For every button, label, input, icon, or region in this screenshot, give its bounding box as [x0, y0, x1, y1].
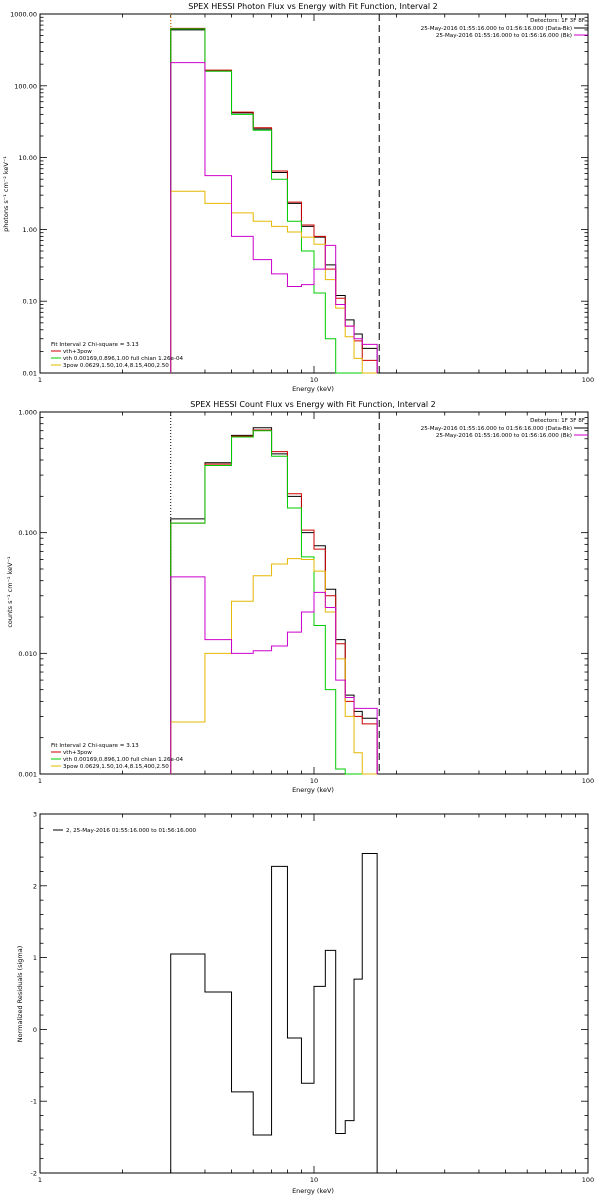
residuals-xlabel: Energy (keV) [292, 1187, 334, 1195]
count-flux-legend-bk: 25-May-2016 01:55:16.000 to 01:56:16.000… [436, 433, 572, 439]
photon-flux-series-0 [170, 29, 378, 373]
photon-flux-xlabel: Energy (keV) [292, 385, 334, 393]
photon-flux-legend-3pow: 3pow 0.0629,1.50,10.4,8.15,400,2.50 [63, 363, 169, 369]
count-flux-x-tick-label: 1 [38, 777, 42, 785]
photon-flux-y-tick-label: 1000.00 [10, 11, 37, 19]
count-flux-detectors: Detectors: 1F 3F 8F [530, 418, 585, 424]
residuals-y-tick-label: 2 [33, 882, 37, 890]
count-flux-y-tick-label: 0.010 [18, 650, 37, 658]
photon-flux-series-3 [170, 190, 378, 374]
residuals-y-tick-label: -1 [31, 1098, 37, 1106]
count-flux-series-2 [170, 430, 378, 775]
residuals-panel: 1 10 100 -2 -1 0 1 2 3 Energy (keV) Normalized R… [16, 811, 594, 1196]
count-flux-x-tick-label: 10 [310, 777, 318, 785]
residuals-y-tick-label: -2 [31, 1170, 37, 1178]
residuals-series-0 [170, 852, 378, 1173]
photon-flux-fit-info: Fit Interval 2 Chi-square = 3.13 [51, 342, 139, 348]
photon-flux-y-tick-label: 0.01 [23, 370, 37, 378]
residuals-plot: 1 10 100 -2 -1 0 1 2 3 [31, 811, 595, 1185]
residuals-x-tick-label: 100 [582, 1176, 594, 1184]
count-flux-y-tick-label: 0.001 [18, 771, 37, 779]
photon-flux-y-tick-label: 0.10 [23, 298, 37, 306]
count-flux-y-tick-label: 1.000 [18, 409, 37, 417]
count-flux-x-ticks: 1 10 100 [38, 412, 594, 785]
count-flux-fit-info: Fit Interval 2 Chi-square = 3.13 [51, 743, 139, 749]
photon-flux-x-ticks: 1 10 100 [38, 14, 594, 384]
photon-flux-legend-vth3pow: vth+3pow [63, 349, 92, 355]
count-flux-series-4 [170, 576, 378, 774]
photon-flux-ylabel: photons s⁻¹ cm⁻² keV⁻¹ [2, 156, 10, 232]
residuals-y-tick-label: 0 [33, 1026, 37, 1034]
count-flux-legend-3pow: 3pow 0.0629,1.50,10.4,8.15,400,2.50 [63, 764, 169, 770]
photon-flux-series-4 [170, 62, 378, 373]
count-flux-legend-vth3pow: vth+3pow [63, 750, 92, 756]
residuals-y-ticks: -2 -1 0 1 2 3 [31, 811, 588, 1178]
count-flux-x-tick-label: 100 [582, 777, 594, 785]
photon-flux-legend-data-bk: 25-May-2016 01:55:16.000 to 01:56:16.000… [421, 26, 572, 32]
residuals-y-tick-label: 3 [33, 811, 37, 819]
photon-flux-legend-vth: vth 0.00169,0.896,1.00 full chian 1.26e-… [63, 356, 184, 362]
count-flux-series-3 [170, 558, 378, 775]
photon-flux-x-tick-label: 1 [38, 376, 42, 384]
photon-flux-legend-bk: 25-May-2016 01:55:16.000 to 01:56:16.000… [436, 33, 572, 39]
photon-flux-panel: SPEX HESSI Photon Flux vs Energy with Fi… [2, 2, 594, 393]
count-flux-y-tick-label: 0.100 [18, 529, 37, 537]
count-flux-legend-data-bk: 25-May-2016 01:55:16.000 to 01:56:16.000… [421, 426, 572, 432]
photon-flux-title: SPEX HESSI Photon Flux vs Energy with Fi… [188, 2, 438, 11]
residuals-x-tick-label: 10 [310, 1176, 318, 1184]
count-flux-panel: SPEX HESSI Count Flux vs Energy with Fit… [6, 400, 594, 794]
count-flux-plot: 1 10 100 0.001 0.010 0.100 1.000 [18, 409, 594, 786]
photon-flux-series-1 [170, 27, 378, 373]
residuals-x-ticks: 1 10 100 [38, 814, 594, 1184]
count-flux-xlabel: Energy (keV) [292, 786, 334, 794]
photon-flux-plot: 1 10 100 0.01 0.10 1.00 10.00 100.00 1000.00 [10, 11, 594, 385]
photon-flux-y-tick-label: 10.00 [18, 154, 37, 162]
count-flux-ylabel: counts s⁻¹ cm⁻² keV⁻¹ [6, 556, 14, 628]
photon-flux-x-tick-label: 100 [582, 376, 594, 384]
residuals-ylabel: Normalized Residuals (sigma) [16, 946, 24, 1043]
count-flux-y-ticks: 0.001 0.010 0.100 1.000 [18, 409, 588, 779]
residuals-x-tick-label: 1 [38, 1176, 42, 1184]
photon-flux-y-tick-label: 100.00 [14, 82, 37, 90]
count-flux-title: SPEX HESSI Count Flux vs Energy with Fit… [190, 400, 435, 409]
photon-flux-frame [39, 13, 589, 374]
photon-flux-series-2 [170, 28, 378, 374]
residuals-legend: 2, 25-May-2016 01:55:16.000 to 01:56:16.… [66, 828, 197, 834]
count-flux-legend-vth: vth 0.00169,0.896,1.00 full chian 1.26e-… [63, 757, 184, 763]
photon-flux-y-ticks: 0.01 0.10 1.00 10.00 100.00 1000.00 [10, 11, 588, 378]
photon-flux-detectors: Detectors: 1F 3F 8F [530, 18, 585, 24]
photon-flux-y-tick-label: 1.00 [23, 226, 37, 234]
photon-flux-x-tick-label: 10 [310, 376, 318, 384]
residuals-y-tick-label: 1 [33, 954, 37, 962]
